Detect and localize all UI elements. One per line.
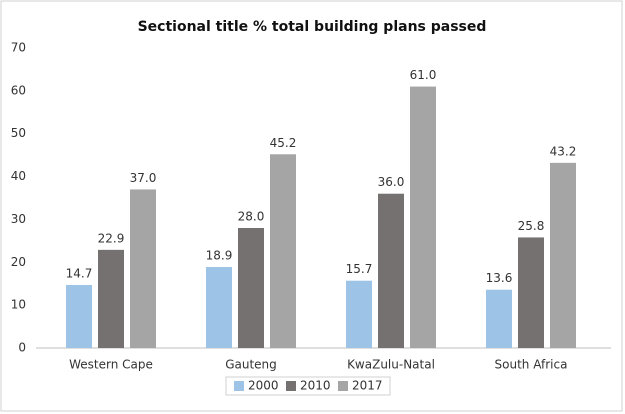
value-label: 61.0 (410, 68, 437, 82)
y-tick-label: 30 (11, 212, 26, 226)
y-tick-label: 20 (11, 255, 26, 269)
bar (346, 280, 372, 348)
x-tick-label: KwaZulu-Natal (347, 358, 435, 372)
y-tick-label: 40 (11, 169, 26, 183)
bar (206, 267, 232, 348)
x-tick-label: South Africa (495, 358, 568, 372)
legend-label: 2000 (248, 379, 279, 393)
value-label: 14.7 (66, 267, 93, 281)
y-tick-label: 50 (11, 126, 26, 140)
y-tick-label: 0 (18, 341, 26, 355)
value-label: 22.9 (98, 231, 125, 245)
x-tick-label: Western Cape (69, 358, 153, 372)
legend-label: 2017 (352, 379, 383, 393)
value-label: 15.7 (346, 262, 373, 276)
x-tick-label: Gauteng (225, 358, 277, 372)
y-tick-label: 60 (11, 83, 26, 97)
value-label: 13.6 (486, 271, 513, 285)
bar (270, 154, 296, 348)
bar (518, 237, 544, 348)
bar (486, 289, 512, 348)
legend-swatch (234, 381, 244, 391)
y-tick-label: 70 (11, 41, 26, 55)
bar (98, 249, 124, 348)
legend-swatch (286, 381, 296, 391)
value-label: 25.8 (518, 219, 545, 233)
bar (378, 193, 404, 348)
bar (238, 228, 264, 348)
value-label: 36.0 (378, 175, 405, 189)
bar (410, 86, 436, 349)
value-label: 43.2 (550, 144, 577, 158)
y-tick-label: 10 (11, 298, 26, 312)
value-label: 37.0 (130, 171, 157, 185)
value-label: 28.0 (238, 210, 265, 224)
bar (130, 189, 156, 348)
legend-swatch (338, 381, 348, 391)
value-label: 45.2 (270, 136, 297, 150)
chart-title: Sectional title % total building plans p… (138, 19, 487, 35)
bar (550, 162, 576, 348)
value-label: 18.9 (206, 249, 233, 263)
legend-box (225, 376, 391, 396)
bar (66, 285, 92, 348)
legend-label: 2010 (300, 379, 331, 393)
